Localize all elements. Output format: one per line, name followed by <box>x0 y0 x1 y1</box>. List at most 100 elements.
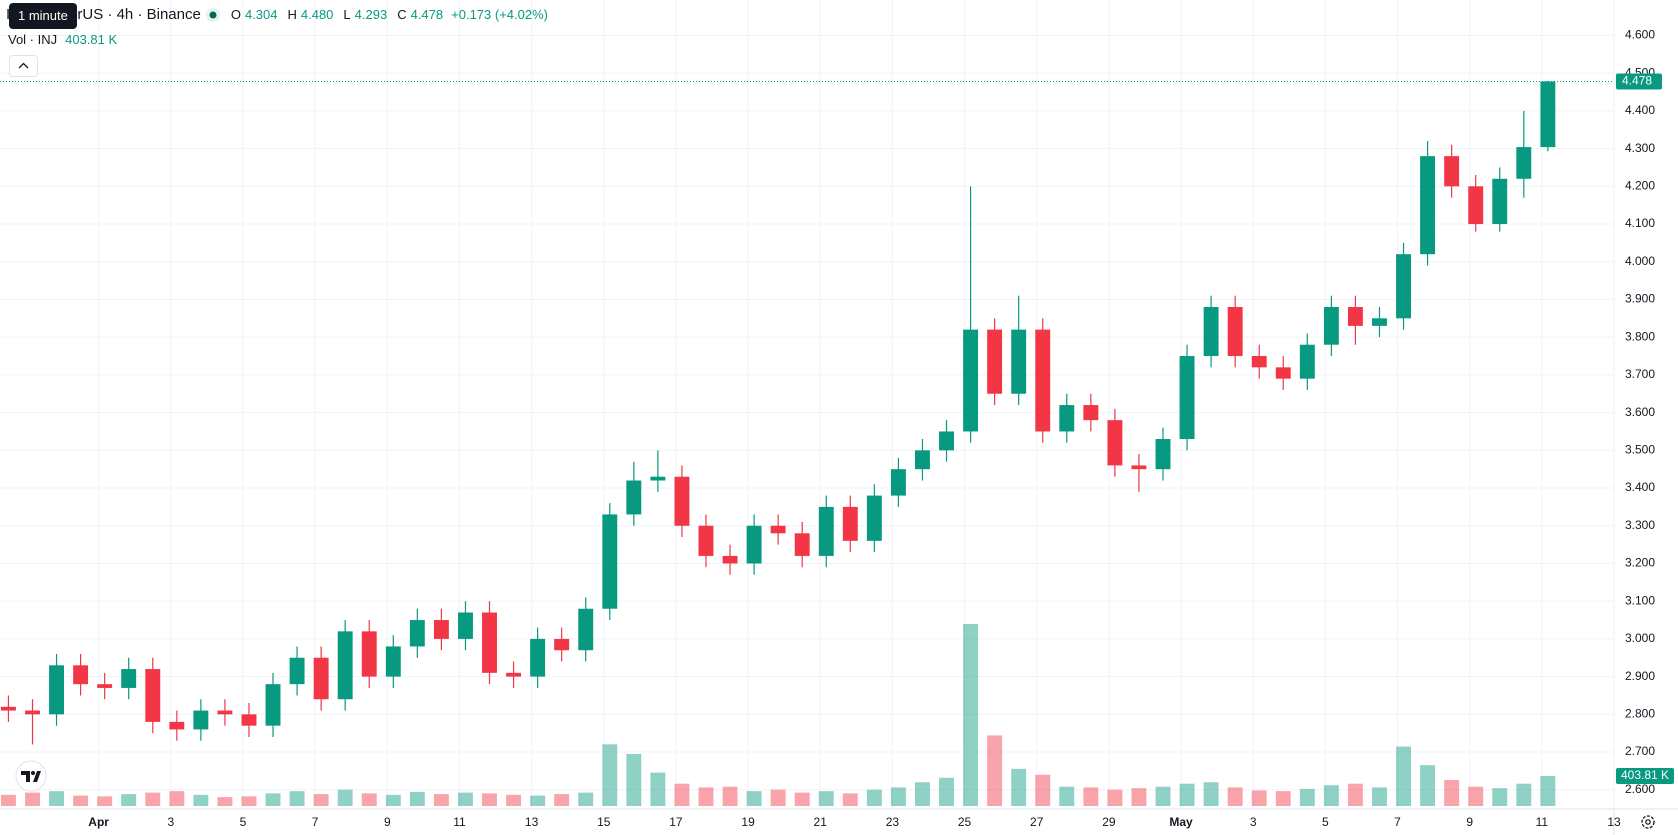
candle-body <box>1035 329 1051 432</box>
candle-body <box>1179 356 1195 440</box>
y-tick-label: 4.000 <box>1625 254 1655 268</box>
candle-body <box>265 684 281 726</box>
y-tick-label: 3.900 <box>1625 292 1655 306</box>
candle-body <box>722 555 738 564</box>
volume-bar <box>289 791 305 806</box>
candle-body <box>650 476 666 481</box>
candle-body <box>818 506 834 556</box>
candle-body <box>217 710 233 715</box>
x-tick-label: May <box>1169 815 1193 829</box>
y-tick-label: 3.500 <box>1625 442 1655 456</box>
x-tick-label: 7 <box>312 815 319 829</box>
x-tick-label: 23 <box>886 815 900 829</box>
x-tick-label: 11 <box>453 815 466 829</box>
tooltip: 1 minute <box>9 3 77 29</box>
candle-body <box>746 525 762 564</box>
candle-body <box>578 608 594 651</box>
legend-change: +0.173 (+4.02%) <box>451 7 548 22</box>
x-tick-label: 29 <box>1102 815 1116 829</box>
y-tick-label: 4.100 <box>1625 216 1655 230</box>
volume-bar <box>506 794 522 806</box>
legend-value: 4.480 <box>300 7 334 22</box>
volume-bar <box>1059 786 1075 806</box>
volume-bar <box>0 794 16 806</box>
settings-icon[interactable] <box>1641 815 1655 829</box>
candle-body <box>25 710 40 715</box>
volume-bar <box>987 735 1003 806</box>
candle-body <box>1372 318 1387 326</box>
candle-body <box>1492 178 1508 225</box>
candle-body <box>121 669 137 688</box>
y-tick-label: 2.700 <box>1625 744 1655 758</box>
candle-body <box>1275 367 1291 379</box>
volume-bar <box>866 789 882 806</box>
volume-bar <box>1516 783 1532 806</box>
volume-bar <box>578 792 594 806</box>
x-tick-label: 3 <box>167 815 174 829</box>
volume-bar <box>890 787 906 806</box>
volume-bar <box>169 791 185 806</box>
candle-body <box>1420 156 1436 255</box>
candle-body <box>866 495 882 541</box>
logo-dot <box>31 771 35 775</box>
candle-body <box>433 620 449 639</box>
volume-title: Vol · INJ <box>8 32 58 47</box>
candle-body <box>1131 465 1147 470</box>
volume-label: 403.81 K <box>1621 768 1669 782</box>
volume-bar <box>145 792 161 806</box>
candle-body <box>914 450 930 470</box>
candle-body <box>289 657 305 685</box>
last-price-box <box>1616 73 1662 90</box>
candle-body <box>409 620 425 647</box>
volume-bar <box>1540 776 1556 806</box>
volume-bar <box>530 795 546 806</box>
volume-bar <box>698 787 714 806</box>
volume-bar <box>337 789 353 806</box>
candle-body <box>1516 147 1532 179</box>
candle-body <box>890 469 906 496</box>
candle-body <box>1396 254 1412 319</box>
volume-bar <box>794 792 810 806</box>
volume-bar <box>722 786 738 806</box>
volume-bar <box>1179 783 1195 806</box>
candle-body <box>1540 81 1556 148</box>
volume-bar <box>554 794 570 806</box>
volume-label-box <box>1616 768 1674 785</box>
gear <box>1641 815 1655 829</box>
candle-body <box>482 612 497 673</box>
volume-bar <box>1035 774 1051 806</box>
y-tick-label: 2.600 <box>1625 782 1655 796</box>
candle-body <box>1011 329 1027 394</box>
volume-bar <box>842 793 858 806</box>
volume-bar <box>73 795 89 806</box>
y-tick-label: 3.300 <box>1625 518 1655 532</box>
volume-bar <box>914 782 930 806</box>
volume-bar <box>97 796 113 806</box>
collapse-button[interactable] <box>9 55 38 77</box>
x-tick-label: 21 <box>814 815 828 829</box>
volume-bar <box>602 744 618 806</box>
y-tick-label: 4.300 <box>1625 141 1655 155</box>
volume-bar <box>1372 787 1387 806</box>
volume-value: 403.81 K <box>65 32 118 47</box>
volume-bar <box>1011 768 1027 806</box>
candle-body <box>674 476 690 526</box>
logo-mark <box>21 771 41 782</box>
volume-bar <box>650 772 666 806</box>
volume-bar <box>121 794 137 806</box>
candle-body <box>97 684 113 688</box>
tradingview-logo <box>15 760 47 792</box>
candle-body <box>770 525 786 534</box>
legend-label: O <box>230 7 241 22</box>
candle-body <box>1059 405 1075 432</box>
volume-bar <box>1347 783 1363 806</box>
volume-bar <box>193 794 209 806</box>
candle-body <box>602 514 618 609</box>
volume-bar <box>458 792 473 806</box>
y-tick-label: 4.600 <box>1625 28 1655 42</box>
candle-body <box>385 646 401 677</box>
y-tick-label: 3.600 <box>1625 405 1655 419</box>
x-tick-label: 5 <box>1322 815 1329 829</box>
candle-body <box>1107 420 1123 466</box>
